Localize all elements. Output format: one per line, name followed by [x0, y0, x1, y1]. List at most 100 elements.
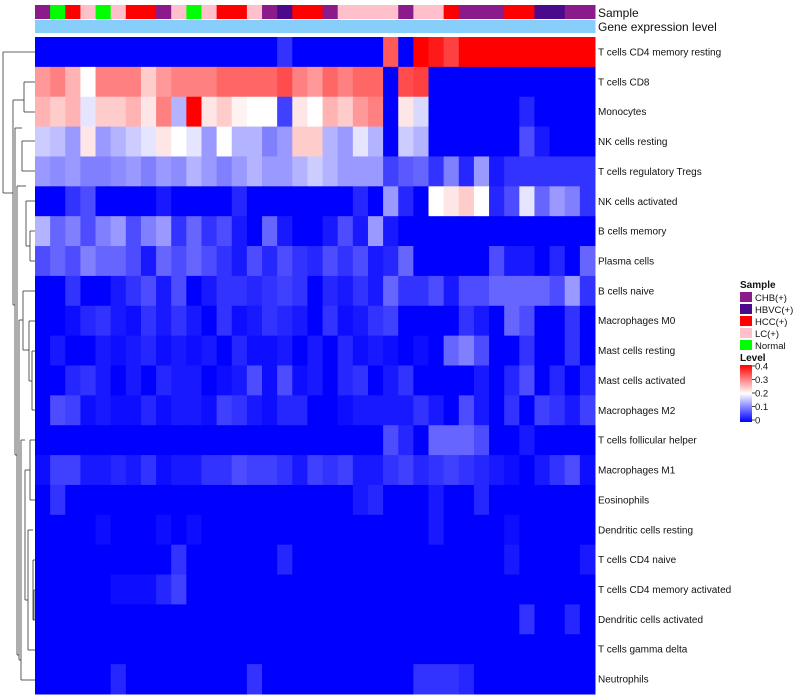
heatmap-cell [579, 66, 596, 98]
heatmap-cell [80, 484, 97, 516]
heatmap-cell [95, 156, 112, 187]
heatmap-cell [564, 634, 581, 665]
heatmap-cell [413, 514, 430, 546]
heatmap-cell [186, 156, 202, 187]
heatmap-cell [186, 305, 202, 337]
heatmap-cell [277, 455, 293, 486]
heatmap-cell [80, 126, 97, 157]
gene-expression-annotation-cell [398, 20, 414, 33]
heatmap-cell [413, 96, 430, 128]
heatmap-cell [473, 664, 490, 695]
heatmap-cell [231, 126, 248, 157]
sample-annotation-cell [277, 5, 293, 19]
heatmap-cell [473, 275, 490, 307]
heatmap-cell [186, 634, 202, 665]
gene-expression-annotation-cell [156, 20, 172, 33]
heatmap-cell [443, 216, 460, 247]
heatmap-cell [125, 96, 142, 128]
heatmap-cell [292, 305, 308, 337]
heatmap-cell [564, 335, 581, 366]
heatmap-cell [35, 425, 51, 456]
heatmap-cell [262, 216, 278, 247]
heatmap-cell [50, 246, 66, 277]
sample-annotation-cell [231, 5, 248, 19]
heatmap-cell [292, 186, 308, 217]
heatmap-cell [564, 156, 581, 187]
heatmap-cell [216, 455, 233, 486]
heatmap-cell [519, 544, 535, 576]
heatmap-cell [564, 544, 581, 576]
heatmap-cell [383, 425, 399, 456]
heatmap-cell [473, 96, 490, 128]
heatmap-cell [292, 514, 308, 546]
heatmap-cell [95, 484, 112, 516]
heatmap-cell [383, 514, 399, 546]
heatmap-cell [171, 126, 187, 157]
heatmap-cell [534, 66, 551, 98]
heatmap-cell [413, 156, 430, 187]
heatmap-cell [367, 484, 384, 516]
heatmap-cell [231, 216, 248, 247]
heatmap-cell [95, 634, 112, 665]
heatmap-cell [125, 156, 142, 187]
heatmap-cell [156, 574, 172, 605]
heatmap-cell [337, 484, 354, 516]
heatmap-cell [80, 37, 97, 68]
heatmap-cell [110, 365, 127, 396]
heatmap-cell [398, 186, 414, 217]
heatmap-cell [549, 574, 566, 605]
heatmap-cell [216, 186, 233, 217]
heatmap-cell [216, 275, 233, 307]
gene-expression-annotation-cell [110, 20, 127, 33]
heatmap-cell [549, 305, 566, 337]
heatmap-cell [337, 425, 354, 456]
heatmap-cell [549, 96, 566, 128]
heatmap-cell [564, 574, 581, 605]
heatmap-cell [428, 126, 445, 157]
heatmap-cell [125, 455, 142, 486]
heatmap-cell [186, 514, 202, 546]
heatmap-cell [156, 335, 172, 366]
heatmap-cell [458, 544, 475, 576]
heatmap-cell [35, 664, 51, 695]
gene-expression-annotation-cell [337, 20, 354, 33]
heatmap-cell [50, 425, 66, 456]
heatmap-cell [65, 395, 81, 426]
heatmap-cell [307, 395, 324, 426]
heatmap-cell [473, 484, 490, 516]
heatmap-cell [140, 216, 157, 247]
heatmap-cell [95, 246, 112, 277]
heatmap-cell [383, 216, 399, 247]
heatmap-cell [50, 544, 66, 576]
heatmap-cell [277, 96, 293, 128]
heatmap-cell [156, 37, 172, 68]
gene-expression-annotation-cell [443, 20, 460, 33]
heatmap-cell [549, 425, 566, 456]
heatmap-cell [473, 544, 490, 576]
heatmap-cell [549, 634, 566, 665]
heatmap-cell [277, 484, 293, 516]
heatmap-cell [65, 246, 81, 277]
heatmap-cell [352, 66, 369, 98]
gene-expression-annotation-cell [80, 20, 97, 33]
heatmap-cell [579, 574, 596, 605]
heatmap-cell [443, 365, 460, 396]
heatmap-cell [35, 96, 51, 128]
heatmap-cell [534, 37, 551, 68]
heatmap-cell [262, 514, 278, 546]
heatmap-cell [95, 544, 112, 576]
heatmap-cell [292, 395, 308, 426]
heatmap-cell [352, 156, 369, 187]
heatmap-cell [398, 305, 414, 337]
heatmap-cell [171, 544, 187, 576]
heatmap-cell [262, 365, 278, 396]
heatmap-cell [125, 514, 142, 546]
heatmap-cell [549, 335, 566, 366]
heatmap-cell [216, 246, 233, 277]
heatmap-cell [216, 634, 233, 665]
level-legend-tick-label: 0.1 [755, 402, 768, 413]
heatmap-cell [201, 574, 218, 605]
heatmap-cell [201, 604, 218, 635]
heatmap-cell [579, 455, 596, 486]
